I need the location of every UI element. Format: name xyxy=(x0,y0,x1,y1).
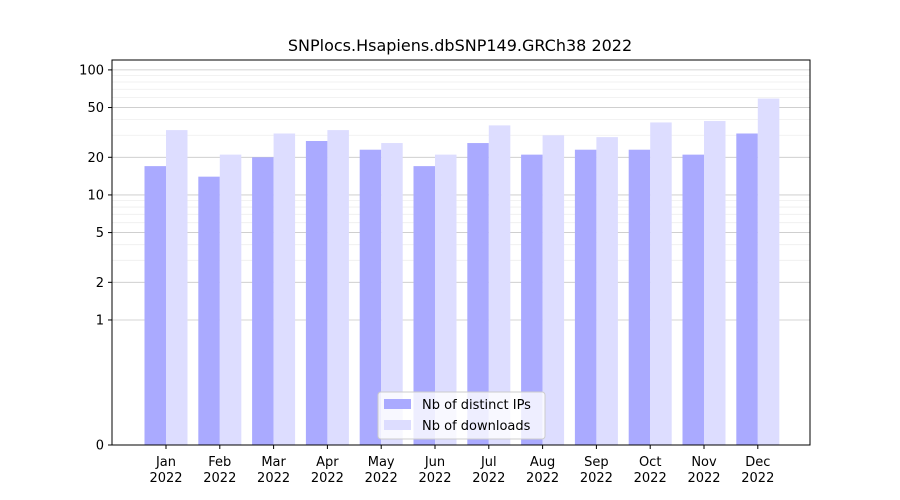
bar-downloads xyxy=(542,135,565,445)
x-tick-label-month: Jun xyxy=(424,455,445,470)
legend-label-distinct-ips: Nb of distinct IPs xyxy=(422,398,531,413)
bar-distinct-ips xyxy=(628,149,651,446)
bar-distinct-ips xyxy=(413,166,435,445)
y-axis: 0 1 2 5 10 20 50 100 xyxy=(79,63,112,454)
x-tick-label-month: Apr xyxy=(316,455,339,470)
bar-downloads xyxy=(435,154,457,446)
bar-distinct-ips xyxy=(305,140,328,445)
chart-title: SNPlocs.Hsapiens.dbSNP149.GRCh38 2022 xyxy=(288,36,632,55)
bar-downloads xyxy=(219,154,242,446)
bar-downloads xyxy=(704,121,726,446)
y-tick-label: 50 xyxy=(87,101,104,116)
x-tick-label-month: May xyxy=(368,455,395,470)
legend-label-downloads: Nb of downloads xyxy=(422,419,531,434)
x-tick-label-month: Oct xyxy=(639,455,661,470)
x-tick-label-month: Nov xyxy=(691,455,717,470)
bar-distinct-ips xyxy=(736,133,758,445)
bar-distinct-ips xyxy=(682,154,704,446)
plot-frame xyxy=(111,59,811,446)
x-tick-label-month: Aug xyxy=(530,455,555,470)
legend: Nb of distinct IPs Nb of downloads xyxy=(377,391,546,440)
x-tick-label-year: 2022 xyxy=(418,471,451,486)
x-tick-label-year: 2022 xyxy=(311,471,344,486)
y-tick-label: 5 xyxy=(96,226,104,241)
y-tick-label: 10 xyxy=(87,188,104,203)
x-tick-label-year: 2022 xyxy=(526,471,559,486)
bar-downloads xyxy=(650,122,672,445)
x-tick-label-year: 2022 xyxy=(257,471,290,486)
bar-distinct-ips xyxy=(198,176,220,445)
bar-downloads xyxy=(166,130,188,445)
y-tick-label: 20 xyxy=(87,151,104,166)
y-tick-label: 1 xyxy=(96,313,104,328)
x-tick-label-year: 2022 xyxy=(580,471,613,486)
x-tick-label-year: 2022 xyxy=(203,471,236,486)
y-tick-label: 2 xyxy=(96,276,104,291)
bar-downloads xyxy=(757,98,780,446)
bar-downloads xyxy=(327,130,349,445)
legend-swatch-distinct-ips xyxy=(384,399,411,409)
x-tick-label-month: Mar xyxy=(261,455,286,470)
x-tick-label-year: 2022 xyxy=(687,471,720,486)
bar-downloads xyxy=(596,137,618,445)
bar-downloads xyxy=(488,125,511,445)
x-tick-label-month: Dec xyxy=(745,455,770,470)
x-tick-label-month: Jan xyxy=(155,455,176,470)
x-tick-label-month: Feb xyxy=(208,455,231,470)
legend-swatch-downloads xyxy=(384,420,411,430)
bar-distinct-ips xyxy=(144,166,166,445)
x-axis: Jan2022Feb2022Mar2022Apr2022May2022Jun20… xyxy=(149,445,774,486)
x-tick-label-year: 2022 xyxy=(365,471,398,486)
bar-distinct-ips xyxy=(467,143,489,445)
y-tick-label: 100 xyxy=(79,63,104,78)
bars xyxy=(144,98,780,446)
x-tick-label-month: Sep xyxy=(584,455,609,470)
bar-distinct-ips xyxy=(359,149,382,446)
x-tick-label-year: 2022 xyxy=(741,471,774,486)
x-tick-label-year: 2022 xyxy=(472,471,505,486)
x-tick-label-year: 2022 xyxy=(149,471,182,486)
x-tick-label-year: 2022 xyxy=(634,471,667,486)
y-tick-label: 0 xyxy=(96,439,104,454)
bar-downloads xyxy=(381,143,403,445)
bar-downloads xyxy=(273,133,296,445)
bar-distinct-ips xyxy=(252,157,274,445)
bar-distinct-ips xyxy=(521,154,543,446)
legend-box xyxy=(377,391,546,440)
bar-distinct-ips xyxy=(574,149,597,446)
x-tick-label-month: Jul xyxy=(480,455,497,470)
